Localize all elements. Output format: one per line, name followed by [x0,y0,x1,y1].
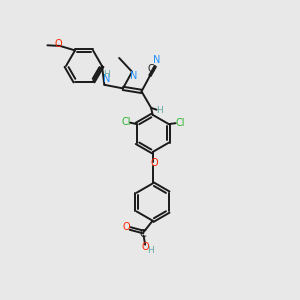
Text: H: H [103,70,110,79]
Text: H: H [156,106,163,115]
Text: C: C [148,64,154,74]
Text: O: O [123,222,130,232]
Text: H: H [147,246,154,255]
Text: N: N [130,71,137,81]
Text: O: O [54,39,62,49]
Text: O: O [142,242,149,252]
Text: Cl: Cl [176,118,185,128]
Text: O: O [150,158,158,168]
Text: N: N [153,55,161,64]
Text: Cl: Cl [121,117,131,127]
Text: C: C [139,229,146,239]
Text: N: N [103,74,110,84]
